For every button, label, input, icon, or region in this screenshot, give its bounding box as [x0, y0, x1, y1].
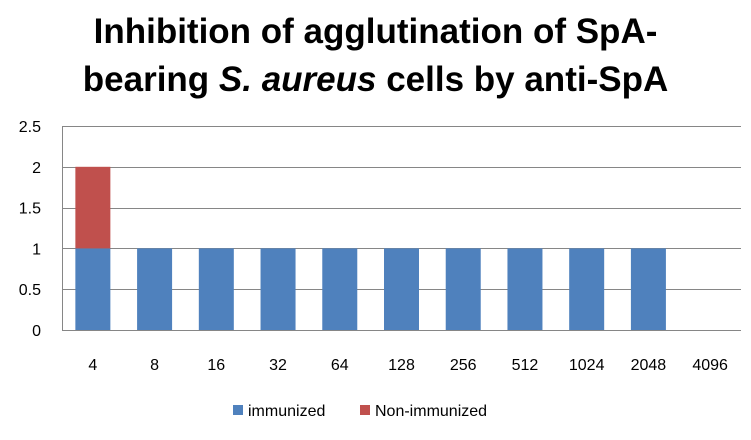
x-tick-label: 16	[207, 357, 225, 374]
axes	[62, 126, 741, 331]
y-tick-label: 2	[32, 160, 41, 177]
y-tick-label: 1.5	[19, 201, 41, 218]
bar-immunized	[322, 248, 358, 330]
chart-title-line-2-start: bearing	[82, 60, 219, 99]
chart-title-line-2: bearing S. aureus cells by anti-SpA	[0, 56, 751, 104]
bar-immunized	[137, 248, 173, 330]
y-axis-tick-labels: 0 0.5 1 1.5 2 2.5	[19, 119, 41, 340]
x-tick-label: 4096	[692, 357, 728, 374]
legend-label-non-immunized: Non-immunized	[375, 403, 487, 420]
bar-immunized	[198, 248, 234, 330]
x-tick-label: 256	[450, 357, 477, 374]
bar-non-immunized	[75, 166, 111, 249]
x-tick-label: 512	[512, 357, 539, 374]
bar-immunized	[75, 248, 111, 330]
x-tick-label: 1024	[569, 357, 605, 374]
x-tick-label: 32	[269, 357, 287, 374]
legend: immunized Non-immunized	[233, 403, 487, 420]
bars	[75, 166, 666, 330]
chart-title-line-1: Inhibition of agglutination of SpA-	[93, 12, 658, 51]
y-tick-label: 1	[32, 241, 41, 258]
x-tick-label: 128	[388, 357, 415, 374]
chart-title: Inhibition of agglutination of SpA- bear…	[0, 8, 751, 104]
bar-immunized	[569, 248, 605, 330]
legend-label-immunized: immunized	[248, 403, 325, 420]
x-axis-tick-labels: 4 8 16 32 64 128 256 512 1024 2048 4096	[88, 357, 728, 374]
y-tick-label: 0.5	[19, 282, 41, 299]
chart-title-line-2-end: cells by anti-SpA	[376, 60, 669, 99]
y-tick-label: 2.5	[19, 119, 41, 136]
legend-swatch-immunized	[233, 405, 243, 415]
bar-immunized	[384, 248, 419, 330]
y-tick-label: 0	[32, 323, 41, 340]
x-tick-label: 4	[88, 357, 97, 374]
x-tick-label: 2048	[631, 357, 667, 374]
legend-swatch-non-immunized	[360, 405, 370, 415]
chart-title-species: S. aureus	[218, 60, 377, 99]
bar-immunized	[507, 248, 543, 330]
x-tick-label: 8	[150, 357, 159, 374]
bar-immunized	[260, 248, 296, 330]
bar-immunized	[630, 248, 666, 330]
x-tick-label: 64	[331, 357, 349, 374]
bar-immunized	[445, 248, 481, 330]
